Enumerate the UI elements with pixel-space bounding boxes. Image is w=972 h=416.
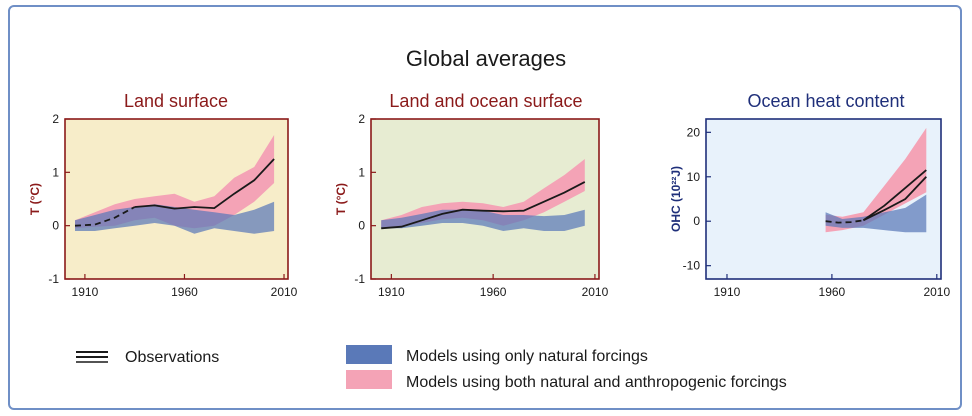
y-axis-label-land: T (°C) (28, 183, 42, 215)
observations-dashed-ocean (825, 219, 864, 224)
plot-frame-land-ocean (370, 118, 600, 280)
panel-title-land-ocean: Land and ocean surface (389, 91, 582, 111)
x-tick-label-land: 2010 (271, 285, 298, 299)
legend-observations-label: Observations (125, 349, 219, 366)
y-tick-label-ocean: 10 (687, 170, 701, 184)
y-tick-label-land: 2 (52, 112, 59, 126)
observations-line-ocean (862, 169, 927, 222)
plot-frame-land (64, 118, 289, 280)
y-tick-label-land-ocean: 1 (358, 165, 365, 179)
panel-title-ocean: Ocean heat content (747, 91, 904, 111)
observations-dashed-land (74, 206, 136, 227)
y-tick-label-ocean: 0 (693, 214, 700, 228)
panel-title-land: Land surface (124, 91, 228, 111)
panel-land-ocean: Land and ocean surface -1 0 1 2 1910 1960 2010 T… (334, 91, 609, 299)
y-tick-label-land-ocean: 2 (358, 112, 365, 126)
y-tick-label-land-ocean: 0 (358, 219, 365, 233)
y-axis-label-land-ocean: T (°C) (334, 183, 348, 215)
y-tick-label-land-ocean: -1 (354, 272, 365, 286)
panel-ocean: Ocean heat content -10 0 10 20 1910 1960 2010 OH… (669, 91, 950, 299)
band-anthro-land-ocean (381, 159, 585, 229)
legend-observations-swatch (76, 351, 108, 363)
x-tick-label-land: 1960 (171, 285, 198, 299)
observations-line-2-ocean (863, 176, 927, 222)
band-anthro-land (75, 135, 275, 229)
x-tick-label-land-ocean: 1960 (480, 285, 507, 299)
x-tick-label-land-ocean: 2010 (582, 285, 609, 299)
y-tick-label-ocean: -10 (683, 259, 701, 273)
legend-natural-swatch (346, 345, 392, 364)
legend-natural-label: Models using only natural forcings (406, 348, 648, 365)
band-natural-land-ocean (381, 209, 585, 231)
y-axis-label-ocean: OHC (10²²J) (669, 166, 683, 232)
observations-line-land-ocean (381, 181, 586, 230)
y-tick-label-land: 0 (52, 219, 59, 233)
y-tick-label-ocean: 20 (687, 125, 701, 139)
x-tick-label-ocean: 1960 (819, 285, 846, 299)
plot-frame-ocean (705, 118, 942, 280)
y-tick-label-land: 1 (52, 165, 59, 179)
panel-land: Land surface -1 0 1 2 1910 1960 2010 T (°C) (28, 91, 298, 299)
legend-anthro-label: Models using both natural and anthropoge… (406, 374, 787, 391)
x-tick-label-ocean: 1910 (714, 285, 741, 299)
legend: Observations Models using only natural f… (76, 345, 787, 391)
observations-line-land (134, 158, 275, 210)
band-natural-land (75, 201, 275, 234)
legend-anthro-swatch (346, 370, 392, 389)
x-tick-label-land-ocean: 1910 (378, 285, 405, 299)
figure-title: Global averages (406, 46, 566, 71)
y-tick-label-land: -1 (48, 272, 59, 286)
x-tick-label-ocean: 2010 (923, 285, 950, 299)
x-tick-label-land: 1910 (72, 285, 99, 299)
